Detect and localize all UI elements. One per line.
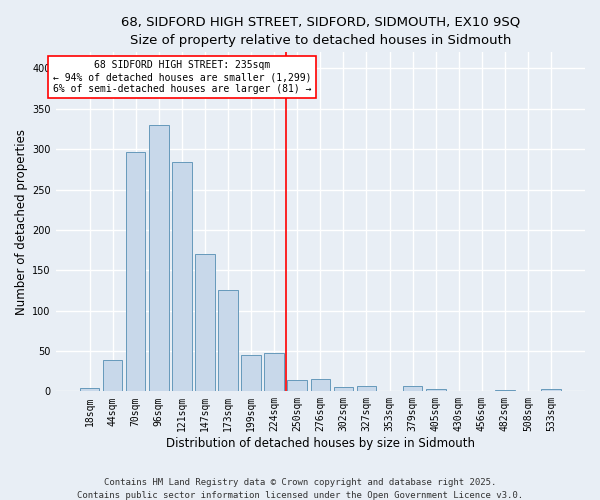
Bar bbox=[265, 354, 284, 392]
Bar bbox=[241, 355, 261, 392]
Bar bbox=[403, 386, 422, 392]
Bar bbox=[195, 254, 215, 392]
Y-axis label: Number of detached properties: Number of detached properties bbox=[15, 129, 28, 315]
X-axis label: Distribution of detached houses by size in Sidmouth: Distribution of detached houses by size … bbox=[166, 437, 475, 450]
Text: Contains HM Land Registry data © Crown copyright and database right 2025.
Contai: Contains HM Land Registry data © Crown c… bbox=[77, 478, 523, 500]
Title: 68, SIDFORD HIGH STREET, SIDFORD, SIDMOUTH, EX10 9SQ
Size of property relative t: 68, SIDFORD HIGH STREET, SIDFORD, SIDMOU… bbox=[121, 15, 520, 47]
Bar bbox=[287, 380, 307, 392]
Bar bbox=[80, 388, 100, 392]
Text: 68 SIDFORD HIGH STREET: 235sqm
← 94% of detached houses are smaller (1,299)
6% o: 68 SIDFORD HIGH STREET: 235sqm ← 94% of … bbox=[53, 60, 311, 94]
Bar bbox=[356, 386, 376, 392]
Bar bbox=[126, 152, 145, 392]
Bar bbox=[103, 360, 122, 392]
Bar bbox=[334, 388, 353, 392]
Bar bbox=[495, 390, 515, 392]
Bar bbox=[311, 379, 330, 392]
Bar bbox=[172, 162, 191, 392]
Bar bbox=[149, 125, 169, 392]
Bar bbox=[218, 290, 238, 392]
Bar bbox=[541, 389, 561, 392]
Bar bbox=[426, 389, 446, 392]
